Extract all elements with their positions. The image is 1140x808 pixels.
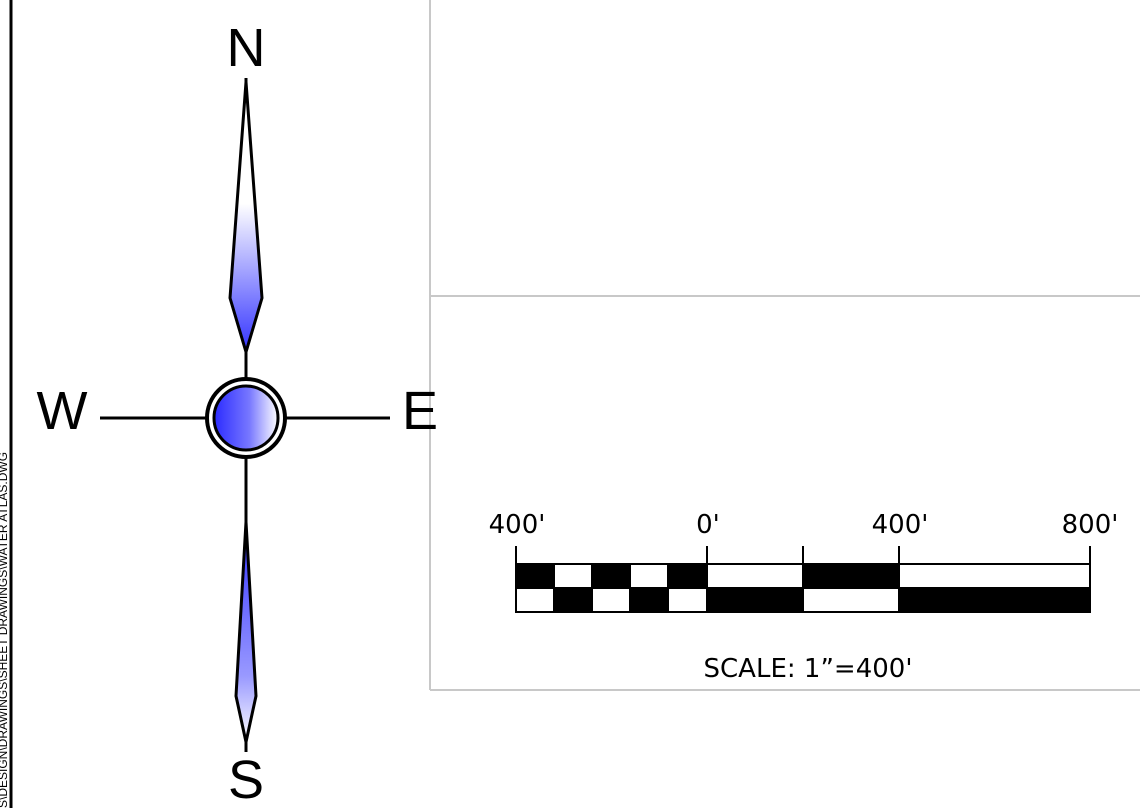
scale-bar: 400' 0' 400' 800' [489,510,1119,684]
scale-tick-label: 0' [696,510,720,540]
scale-tick-label: 800' [1062,510,1119,540]
compass-label-north: N [227,18,266,78]
scale-bar-top-row [515,563,1091,589]
south-needle [234,520,258,744]
scale-caption: SCALE: 1”=400' [704,654,913,684]
scale-bar-bottom-row [515,587,1091,613]
compass-label-west: W [37,381,88,441]
compass-hub [212,384,280,452]
scale-tick-label: 400' [872,510,929,540]
file-path-label: S\DESIGN\DRAWINGS\SHEET DRAWINGS\WATER A… [0,452,10,808]
north-needle [228,80,264,354]
scale-tick-label: 400' [489,510,546,540]
north-arrow: N S W E [37,18,439,808]
compass-label-south: S [228,750,264,808]
viewport-frame [429,0,1140,691]
compass-label-east: E [402,381,438,441]
